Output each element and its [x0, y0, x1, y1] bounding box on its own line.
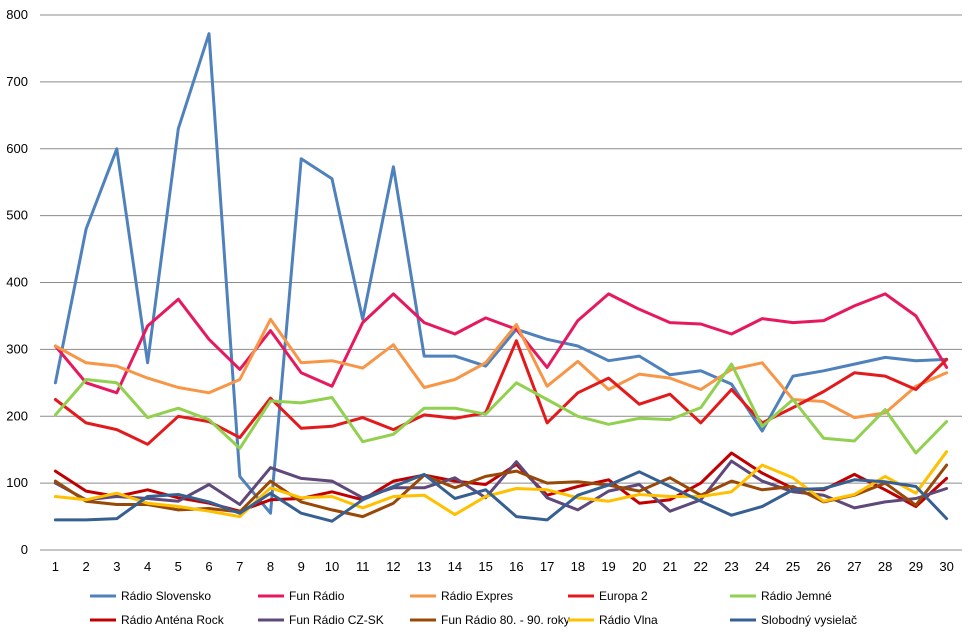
legend-label: Rádio Slovensko [121, 589, 211, 603]
legend-label: Rádio Jemné [761, 589, 832, 603]
series-line-4 [53, 339, 949, 446]
y-tick-label: 500 [6, 208, 28, 223]
x-tick-label: 4 [144, 559, 151, 574]
x-tick-label: 3 [113, 559, 120, 574]
x-tick-label: 10 [325, 559, 339, 574]
x-tick-label: 13 [417, 559, 431, 574]
y-tick-label: 700 [6, 74, 28, 89]
gridlines [40, 14, 962, 484]
x-tick-label: 18 [571, 559, 585, 574]
x-tick-label: 9 [298, 559, 305, 574]
series-line-2 [53, 292, 949, 395]
series-line-1 [53, 32, 949, 515]
legend-label: Rádio Vlna [599, 613, 658, 627]
y-tick-label: 0 [21, 542, 28, 557]
x-tick-label: 14 [448, 559, 462, 574]
x-tick-label: 23 [724, 559, 738, 574]
x-axis-tick-labels: 1 2 3 4 5 6 7 8 9 10 11 12 13 14 15 16 17 18 19 20 21 22 23 24 2… [52, 559, 954, 574]
series-line-5 [53, 362, 949, 455]
x-tick-label: 19 [601, 559, 615, 574]
x-tick-label: 16 [509, 559, 523, 574]
series-lines [53, 32, 949, 523]
x-tick-label: 29 [909, 559, 923, 574]
y-tick-label: 200 [6, 408, 28, 423]
legend-label: Slobodný vysielač [761, 613, 857, 627]
legend-label: Europa 2 [599, 589, 648, 603]
series-line-9 [53, 450, 949, 519]
legend-label: Fun Rádio CZ-SK [289, 613, 384, 627]
legend-label: Rádio Expres [441, 589, 513, 603]
x-tick-label: 30 [939, 559, 953, 574]
y-axis-tick-labels: 0 100 200 300 400 500 600 700 800 [6, 7, 28, 557]
y-tick-label: 800 [6, 7, 28, 22]
x-tick-label: 7 [236, 559, 243, 574]
legend: Rádio Slovensko Fun Rádio Rádio Expres Euro… [90, 589, 857, 627]
x-tick-label: 1 [52, 559, 59, 574]
x-tick-label: 24 [755, 559, 769, 574]
y-tick-label: 600 [6, 141, 28, 156]
x-tick-label: 15 [478, 559, 492, 574]
x-tick-label: 22 [694, 559, 708, 574]
series-line-3 [53, 317, 949, 420]
x-tick-label: 28 [878, 559, 892, 574]
y-tick-label: 100 [6, 475, 28, 490]
x-tick-label: 12 [386, 559, 400, 574]
x-tick-label: 2 [82, 559, 89, 574]
x-tick-label: 11 [356, 559, 370, 574]
x-tick-label: 5 [175, 559, 182, 574]
legend-label: Fun Rádio 80. - 90. roky [441, 613, 570, 627]
x-tick-label: 8 [267, 559, 274, 574]
legend-label: Rádio Anténa Rock [121, 613, 225, 627]
x-tick-label: 25 [786, 559, 800, 574]
x-tick-label: 17 [540, 559, 554, 574]
series-line-10 [53, 470, 949, 523]
y-tick-label: 300 [6, 341, 28, 356]
x-tick-label: 21 [663, 559, 677, 574]
legend-label: Fun Rádio [289, 589, 345, 603]
x-tick-label: 20 [632, 559, 646, 574]
x-tick-label: 6 [205, 559, 212, 574]
y-tick-label: 400 [6, 275, 28, 290]
series-line-7 [53, 459, 949, 513]
x-tick-label: 27 [847, 559, 861, 574]
x-tick-label: 26 [816, 559, 830, 574]
